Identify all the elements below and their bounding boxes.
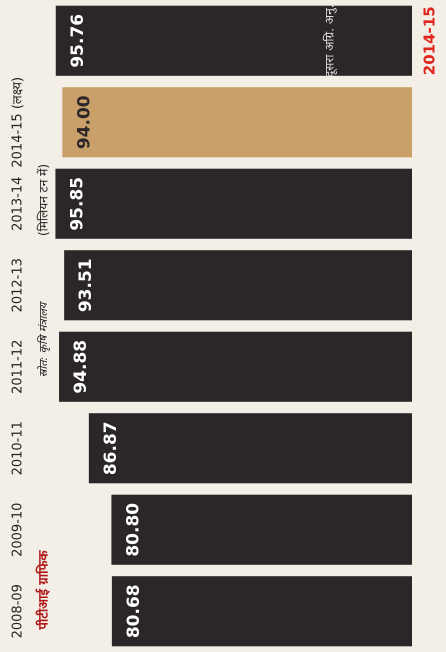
bar [56, 6, 412, 76]
value-label: 86.87 [101, 421, 121, 475]
x-tick-label: 2010-11 [11, 421, 26, 475]
x-tick-label: 2008-09 [11, 584, 26, 638]
x-tick-label: 2013-14 [11, 177, 26, 231]
x-tick-label: 2011-12 [11, 340, 26, 394]
x-tick-label: 2014-15 (लक्ष्य) [11, 77, 26, 168]
unit: (मिलियन टन में) [37, 164, 51, 236]
value-label: 95.76 [68, 14, 88, 68]
source: स्रोत: कृषि मंत्रालय [37, 300, 50, 377]
chart: 80.68 2008-09 80.80 2009-10 86.87 2010-11 94.8… [0, 0, 446, 652]
value-label: 95.85 [67, 177, 87, 231]
value-label: 80.68 [124, 584, 144, 638]
bar [59, 332, 412, 402]
value-label: 93.51 [76, 258, 96, 312]
annotation: दूसरा अग्रि. अनु. [323, 4, 338, 77]
bar [112, 576, 412, 646]
x-tick-label: 2012-13 [11, 258, 26, 312]
bar [62, 87, 412, 157]
value-label: 80.80 [123, 503, 143, 557]
value-label: 94.00 [74, 95, 94, 149]
x-tick-label: 2009-10 [11, 503, 26, 557]
value-label: 94.88 [71, 340, 91, 394]
bar [89, 413, 412, 483]
bar [55, 169, 412, 239]
x-tick-label: 2014-15 [421, 6, 439, 75]
bar [111, 495, 412, 565]
bar [64, 250, 412, 320]
credit: पीटीआई ग्राफिक [36, 550, 52, 631]
